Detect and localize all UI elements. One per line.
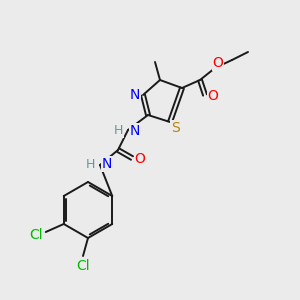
Text: O: O [135, 152, 146, 166]
Text: H: H [85, 158, 95, 170]
Text: O: O [208, 89, 218, 103]
Text: H: H [114, 124, 123, 137]
Text: Cl: Cl [76, 259, 90, 273]
Text: N: N [130, 88, 140, 102]
Text: O: O [213, 56, 224, 70]
Text: N: N [102, 157, 112, 171]
Text: Cl: Cl [29, 228, 43, 242]
Text: N: N [130, 124, 140, 138]
Text: S: S [171, 121, 179, 135]
